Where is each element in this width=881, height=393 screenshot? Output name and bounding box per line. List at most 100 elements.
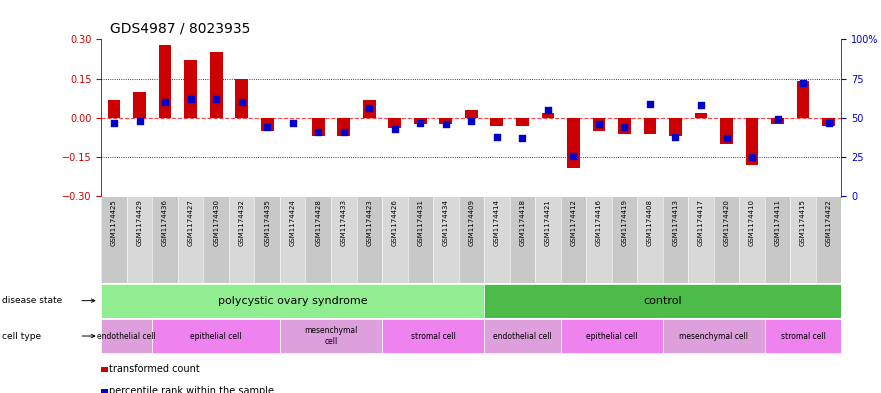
Bar — [484, 284, 841, 318]
Bar — [306, 196, 331, 283]
Bar — [535, 196, 560, 283]
Text: GSM1174418: GSM1174418 — [520, 199, 525, 246]
Bar — [204, 196, 229, 283]
Bar — [663, 196, 688, 283]
Point — [694, 102, 708, 108]
Bar — [229, 196, 255, 283]
Bar — [280, 196, 306, 283]
Text: endothelial cell: endothelial cell — [493, 332, 552, 340]
Bar — [255, 196, 280, 283]
Text: GSM1174426: GSM1174426 — [392, 199, 398, 246]
Text: GSM1174413: GSM1174413 — [672, 199, 678, 246]
Bar — [357, 196, 382, 283]
Text: GSM1174411: GSM1174411 — [774, 199, 781, 246]
Bar — [337, 118, 350, 136]
Bar — [414, 118, 426, 125]
Bar — [312, 118, 324, 136]
Bar — [440, 118, 452, 125]
Text: stromal cell: stromal cell — [411, 332, 455, 340]
Bar — [822, 118, 835, 126]
Bar — [484, 319, 560, 353]
Bar — [152, 319, 280, 353]
Bar — [739, 196, 765, 283]
Point — [592, 121, 606, 127]
Text: GSM1174434: GSM1174434 — [443, 199, 448, 246]
Bar — [101, 196, 127, 283]
Bar — [790, 196, 816, 283]
Text: stromal cell: stromal cell — [781, 332, 825, 340]
Point — [234, 99, 248, 105]
Text: GSM1174409: GSM1174409 — [469, 199, 474, 246]
Text: percentile rank within the sample: percentile rank within the sample — [108, 386, 274, 393]
Text: GSM1174429: GSM1174429 — [137, 199, 143, 246]
Point — [311, 129, 325, 135]
Text: GSM1174427: GSM1174427 — [188, 199, 194, 246]
Text: GSM1174435: GSM1174435 — [264, 199, 270, 246]
Bar — [465, 110, 478, 118]
Bar — [101, 284, 484, 318]
Text: GSM1174424: GSM1174424 — [290, 199, 296, 246]
Bar — [816, 196, 841, 283]
Text: GSM1174422: GSM1174422 — [825, 199, 832, 246]
Bar — [159, 44, 172, 118]
Point — [362, 105, 376, 112]
Text: GSM1174425: GSM1174425 — [111, 199, 117, 246]
Text: GSM1174431: GSM1174431 — [418, 199, 423, 246]
Bar — [459, 196, 484, 283]
Text: GSM1174412: GSM1174412 — [570, 199, 576, 246]
Text: epithelial cell: epithelial cell — [190, 332, 242, 340]
Bar — [235, 79, 248, 118]
Bar — [688, 196, 714, 283]
Text: mesenchymal cell: mesenchymal cell — [679, 332, 748, 340]
Bar — [127, 196, 152, 283]
Bar — [491, 118, 503, 126]
Text: GSM1174430: GSM1174430 — [213, 199, 219, 246]
Text: GSM1174419: GSM1174419 — [621, 199, 627, 246]
Text: GSM1174416: GSM1174416 — [596, 199, 602, 246]
Text: disease state: disease state — [2, 296, 62, 305]
Point — [618, 124, 632, 130]
Point — [464, 118, 478, 124]
Bar — [765, 196, 790, 283]
Point — [745, 154, 759, 160]
Point — [490, 134, 504, 140]
Text: GSM1174421: GSM1174421 — [544, 199, 551, 246]
Text: endothelial cell: endothelial cell — [98, 332, 156, 340]
Bar — [771, 118, 784, 125]
Text: GSM1174415: GSM1174415 — [800, 199, 806, 246]
Bar — [261, 118, 274, 131]
Bar — [618, 118, 631, 134]
Bar — [363, 99, 375, 118]
Text: GSM1174428: GSM1174428 — [315, 199, 322, 246]
Point — [337, 129, 351, 135]
Bar — [101, 319, 152, 353]
Bar — [152, 196, 178, 283]
Text: epithelial cell: epithelial cell — [586, 332, 638, 340]
Bar — [644, 118, 656, 134]
Bar — [745, 118, 759, 165]
Point — [183, 96, 197, 102]
Point — [439, 121, 453, 127]
Bar — [280, 319, 382, 353]
Text: GSM1174414: GSM1174414 — [494, 199, 500, 246]
Bar — [637, 196, 663, 283]
Bar — [669, 118, 682, 136]
Bar — [484, 196, 509, 283]
Point — [720, 135, 734, 141]
Point — [771, 116, 785, 123]
Bar — [714, 196, 739, 283]
Text: control: control — [643, 296, 682, 306]
Text: GSM1174423: GSM1174423 — [366, 199, 373, 246]
Text: GSM1174420: GSM1174420 — [723, 199, 729, 246]
Text: GSM1174417: GSM1174417 — [698, 199, 704, 246]
Point — [541, 107, 555, 113]
Bar — [663, 319, 765, 353]
Point — [209, 96, 223, 102]
Bar — [408, 196, 433, 283]
Bar — [178, 196, 204, 283]
Text: polycystic ovary syndrome: polycystic ovary syndrome — [218, 296, 367, 306]
Bar — [184, 60, 197, 118]
Bar — [796, 81, 810, 118]
Bar — [382, 319, 484, 353]
Bar — [765, 319, 841, 353]
